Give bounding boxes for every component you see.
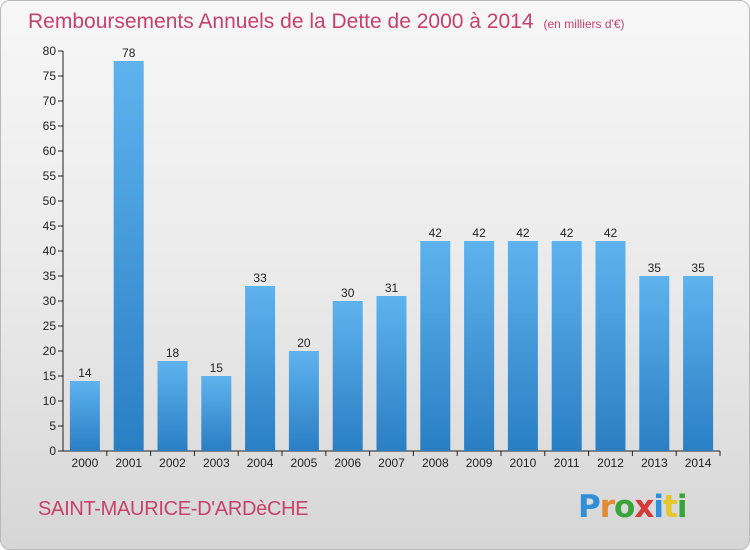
x-tick-label: 2008	[422, 456, 449, 470]
data-label: 42	[604, 226, 618, 240]
bar	[507, 241, 538, 451]
x-tick-label: 2000	[72, 456, 99, 470]
y-tick-label: 25	[43, 319, 57, 333]
bar	[464, 241, 495, 451]
data-label: 15	[210, 361, 224, 375]
x-tick-label: 2011	[554, 456, 580, 470]
logo-letter: i	[676, 489, 688, 525]
data-label: 35	[648, 261, 662, 275]
x-tick-label: 2013	[641, 456, 668, 470]
y-tick-label: 10	[43, 394, 57, 408]
bar	[245, 286, 276, 451]
x-tick-label: 2004	[247, 456, 274, 470]
data-label: 14	[78, 366, 92, 380]
y-tick-label: 75	[43, 69, 57, 83]
bar	[551, 241, 582, 451]
bar	[288, 351, 319, 451]
data-label: 42	[472, 226, 486, 240]
data-label: 31	[385, 281, 399, 295]
bar	[332, 301, 363, 451]
y-tick-label: 20	[43, 344, 57, 358]
x-tick-label: 2007	[378, 456, 405, 470]
x-tick-label: 2012	[597, 456, 624, 470]
bar	[201, 376, 232, 451]
y-tick-label: 0	[49, 444, 56, 458]
x-tick-label: 2002	[159, 456, 186, 470]
y-tick-label: 60	[43, 144, 57, 158]
bar	[69, 381, 100, 451]
y-tick-label: 50	[43, 194, 57, 208]
y-tick-label: 80	[43, 44, 57, 58]
proxiti-logo[interactable]: Proxiti	[578, 487, 688, 527]
logo-letter: r	[599, 489, 615, 525]
x-tick-label: 2005	[291, 456, 318, 470]
logo-letter: i	[653, 489, 664, 525]
y-tick-label: 70	[43, 94, 57, 108]
chart-unit-label: (en milliers d'€)	[543, 17, 625, 31]
bars	[69, 61, 714, 451]
data-label: 20	[297, 336, 311, 350]
data-label: 42	[560, 226, 574, 240]
data-label: 18	[166, 346, 180, 360]
chart-title: Remboursements Annuels de la Dette de 20…	[28, 8, 625, 38]
x-axis: 2000 2001 2002 2003 2004 2005 2006 2007 2008 2009…	[63, 450, 721, 470]
y-tick-label: 55	[43, 169, 57, 183]
x-tick-label: 2010	[510, 456, 537, 470]
bar	[639, 276, 670, 451]
data-label: 35	[691, 261, 705, 275]
data-label: 42	[429, 226, 443, 240]
data-label: 42	[516, 226, 530, 240]
y-tick-label: 35	[43, 269, 57, 283]
y-tick-label: 40	[43, 244, 57, 258]
data-label: 30	[341, 286, 355, 300]
data-label: 33	[253, 271, 267, 285]
logo-letter: t	[662, 489, 678, 525]
y-tick-label: 30	[43, 294, 57, 308]
commune-name: SAINT-MAURICE-D'ARDèCHE	[38, 498, 309, 520]
y-tick-label: 65	[43, 119, 57, 133]
data-label: 78	[122, 46, 136, 60]
bar	[376, 296, 407, 451]
logo-letter: P	[578, 489, 601, 525]
x-tick-label: 2006	[334, 456, 361, 470]
data-labels: 14 78 18 15 33 20 30 31 42 42 42 42 42 35 35	[78, 46, 705, 380]
y-tick-label: 45	[43, 219, 57, 233]
chart-title-text: Remboursements Annuels de la Dette de 20…	[28, 10, 534, 33]
logo-letter: x	[634, 489, 654, 525]
y-tick-label: 15	[43, 369, 57, 383]
x-tick-label: 2014	[685, 456, 712, 470]
x-tick-label: 2003	[203, 456, 230, 470]
y-axis: 0 5 10 15 20 25 30 35 40 45 50 55 60 65 70 75 80	[43, 44, 64, 458]
logo-letter: o	[614, 489, 635, 525]
bar	[683, 276, 714, 451]
bar	[113, 61, 144, 451]
bar	[420, 241, 451, 451]
y-tick-label: 5	[49, 419, 56, 433]
x-tick-label: 2009	[466, 456, 493, 470]
x-tick-label: 2001	[115, 456, 142, 470]
bar	[157, 361, 188, 451]
bar	[595, 241, 626, 451]
